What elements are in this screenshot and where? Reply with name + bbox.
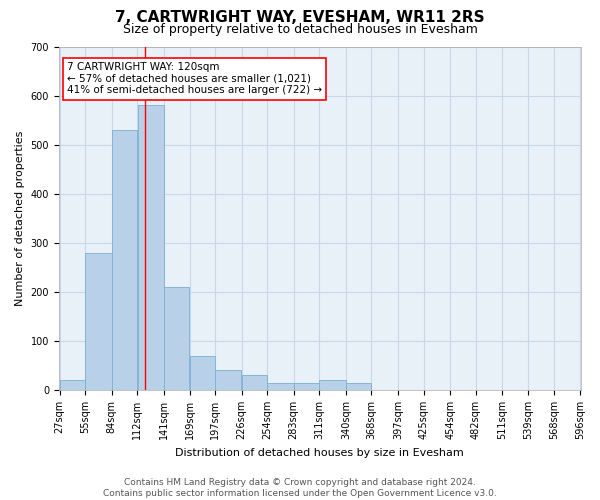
Bar: [112, 130, 137, 390]
Text: 7 CARTWRIGHT WAY: 120sqm
← 57% of detached houses are smaller (1,021)
41% of sem: 7 CARTWRIGHT WAY: 120sqm ← 57% of detach…: [67, 62, 322, 96]
Bar: [294, 382, 319, 390]
Bar: [85, 252, 112, 390]
Text: Size of property relative to detached houses in Evesham: Size of property relative to detached ho…: [122, 22, 478, 36]
Bar: [242, 376, 267, 390]
Y-axis label: Number of detached properties: Number of detached properties: [15, 130, 25, 306]
Bar: [346, 382, 371, 390]
Bar: [215, 370, 241, 390]
Bar: [319, 380, 346, 390]
Bar: [60, 380, 85, 390]
Bar: [164, 287, 190, 390]
Bar: [190, 356, 215, 390]
Bar: [137, 106, 164, 390]
Text: 7, CARTWRIGHT WAY, EVESHAM, WR11 2RS: 7, CARTWRIGHT WAY, EVESHAM, WR11 2RS: [115, 10, 485, 25]
X-axis label: Distribution of detached houses by size in Evesham: Distribution of detached houses by size …: [175, 448, 464, 458]
Text: Contains HM Land Registry data © Crown copyright and database right 2024.
Contai: Contains HM Land Registry data © Crown c…: [103, 478, 497, 498]
Bar: [268, 382, 293, 390]
